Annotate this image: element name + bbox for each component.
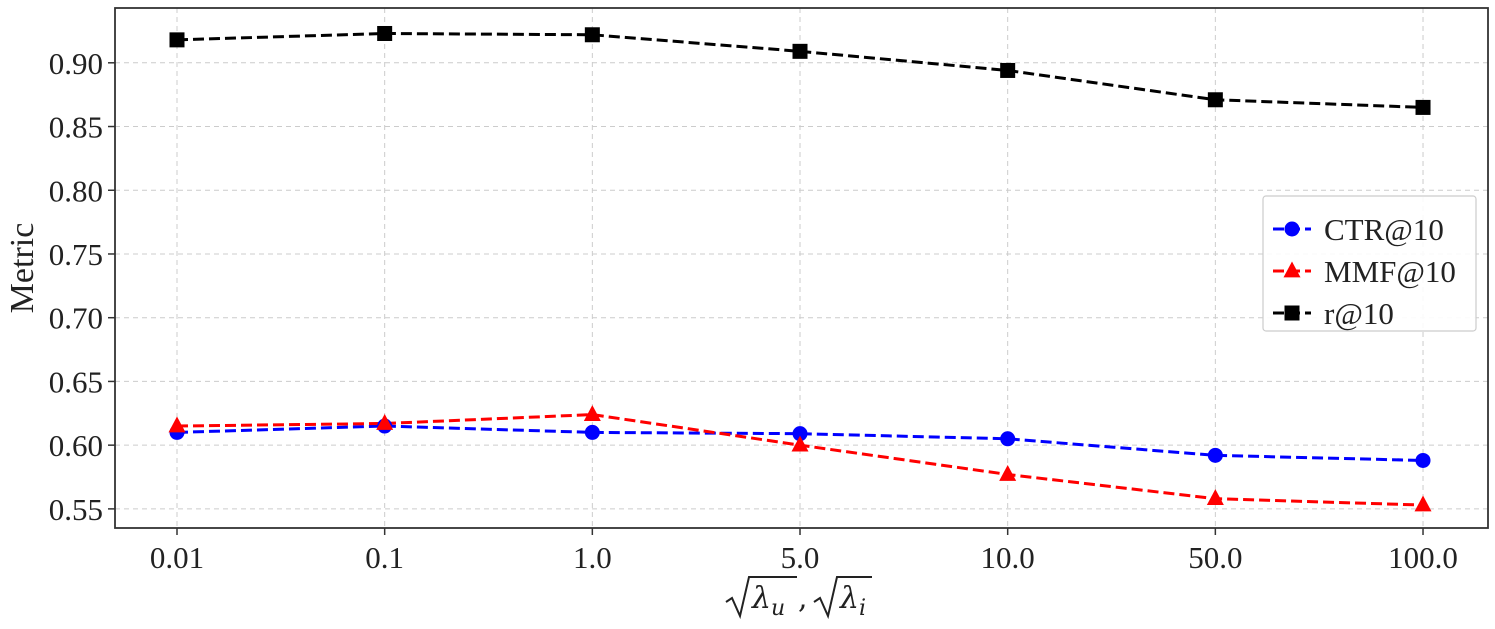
data-point-r-10 [1000,62,1016,78]
series-markers [168,25,1432,512]
data-point-mmf-10 [999,464,1017,481]
data-point-r-10 [1415,99,1431,115]
legend-label-mmf-10: MMF@10 [1324,254,1456,289]
data-point-ctr-10 [1000,431,1016,447]
x-tick-label: 1.0 [573,540,612,575]
legend-marker-ctr-10 [1284,221,1300,237]
data-point-r-10 [584,27,600,43]
y-tick-label: 0.60 [49,428,103,463]
x-tick-label: 0.1 [365,540,404,575]
lambda-symbol-1: λ [751,581,771,616]
data-point-mmf-10 [791,435,809,452]
legend: CTR@10 MMF@10 r@10 [1262,195,1477,332]
x-axis-title: λu , λi [725,576,872,621]
data-point-r-10 [1207,92,1223,108]
y-tick-label: 0.55 [49,492,103,527]
radical-sign-1 [725,576,797,620]
svg-text:λi: λi [839,581,866,621]
tick-labels: 0.01 0.1 1.0 5.0 10.0 50.0 100.0 0.55 0.60 0.65 0.… [49,46,1458,575]
lambda-symbol-2: λ [839,581,859,616]
data-point-mmf-10 [376,413,394,430]
legend-marker-r-10 [1284,305,1300,321]
y-tick-label: 0.65 [49,364,103,399]
legend-label-ctr-10: CTR@10 [1324,212,1444,247]
x-tick-label: 5.0 [781,540,820,575]
x-tick-label: 10.0 [981,540,1035,575]
legend-marker-mmf-10 [1283,261,1301,278]
legend-label-r-10: r@10 [1324,296,1394,331]
data-point-mmf-10 [583,405,601,421]
data-point-ctr-10 [1415,452,1431,468]
data-point-mmf-10 [1414,495,1432,512]
data-point-r-10 [792,43,808,59]
plot-frame [114,7,1489,529]
legend-entries: CTR@10 MMF@10 r@10 [1273,212,1456,331]
x-tick-label: 50.0 [1188,540,1242,575]
subscript-u: u [771,596,785,621]
axis-ticks [108,62,1424,535]
x-tick-label: 0.01 [150,540,204,575]
radical-sign-2 [813,576,872,620]
x-tick-label: 100.0 [1388,540,1458,575]
legend-box [1262,195,1477,332]
x-axis-separator: , [798,581,808,616]
data-point-mmf-10 [168,416,186,433]
data-point-r-10 [377,25,393,41]
svg-text:λu: λu [751,581,785,621]
subscript-i: i [859,596,866,621]
data-point-ctr-10 [584,424,600,440]
data-point-mmf-10 [1206,489,1224,506]
y-tick-label: 0.90 [49,46,103,81]
data-point-ctr-10 [1207,447,1223,463]
y-axis-title: Metric [4,223,41,314]
y-tick-label: 0.70 [49,301,103,336]
data-point-ctr-10 [792,426,808,442]
y-tick-label: 0.85 [49,110,103,145]
y-tick-label: 0.80 [49,173,103,208]
data-point-r-10 [169,32,185,48]
y-tick-label: 0.75 [49,237,103,272]
